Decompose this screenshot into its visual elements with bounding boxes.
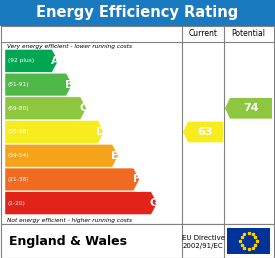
Text: B: B <box>65 79 73 90</box>
Text: Potential: Potential <box>232 29 265 38</box>
Polygon shape <box>225 98 272 119</box>
Text: E: E <box>111 151 119 161</box>
Polygon shape <box>5 168 139 191</box>
Bar <box>227 228 270 254</box>
Text: (39-54): (39-54) <box>8 153 30 158</box>
Text: 74: 74 <box>243 103 259 113</box>
Bar <box>1 26 274 224</box>
Bar <box>0 0 275 26</box>
Polygon shape <box>183 122 223 142</box>
Text: Not energy efficient - higher running costs: Not energy efficient - higher running co… <box>7 218 132 223</box>
Text: C: C <box>79 103 87 113</box>
Text: 63: 63 <box>198 127 213 137</box>
Polygon shape <box>5 192 157 214</box>
Polygon shape <box>5 121 104 143</box>
Text: (69-80): (69-80) <box>8 106 30 111</box>
Polygon shape <box>5 73 72 96</box>
Text: England & Wales: England & Wales <box>9 235 127 247</box>
Text: F: F <box>133 174 140 184</box>
Text: Very energy efficient - lower running costs: Very energy efficient - lower running co… <box>7 44 132 49</box>
Text: G: G <box>150 198 159 208</box>
Bar <box>1 224 274 258</box>
Text: (1-20): (1-20) <box>8 201 26 206</box>
Polygon shape <box>5 50 58 72</box>
Polygon shape <box>5 97 86 120</box>
Text: A: A <box>51 56 59 66</box>
Text: (21-38): (21-38) <box>8 177 30 182</box>
Text: EU Directive: EU Directive <box>182 235 224 241</box>
Polygon shape <box>5 144 118 167</box>
Text: Current: Current <box>188 29 218 38</box>
Text: (92 plus): (92 plus) <box>8 58 34 63</box>
Text: (55-68): (55-68) <box>8 130 30 134</box>
Text: Energy Efficiency Rating: Energy Efficiency Rating <box>36 5 239 20</box>
Text: D: D <box>97 127 106 137</box>
Text: (81-91): (81-91) <box>8 82 29 87</box>
Text: 2002/91/EC: 2002/91/EC <box>183 243 223 249</box>
